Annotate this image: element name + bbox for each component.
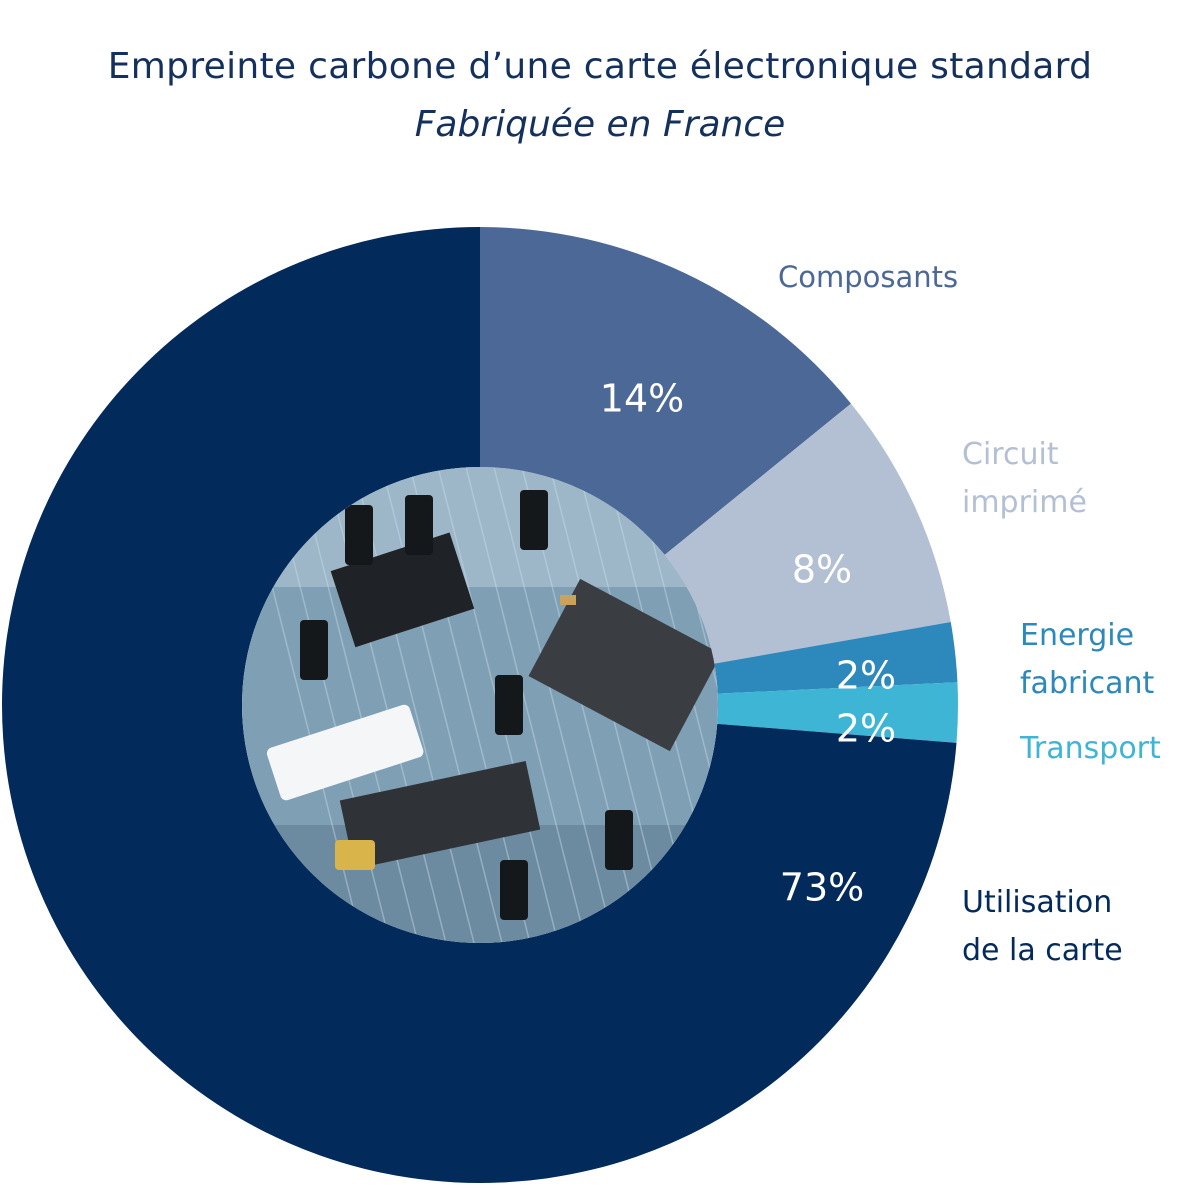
value-label: 73% <box>780 866 864 910</box>
slice-transport <box>717 682 959 743</box>
value-label: 14% <box>600 377 684 421</box>
value-label: 8% <box>792 548 852 592</box>
chart-subtitle: Fabriquée en France <box>414 104 786 145</box>
value-label: 2% <box>836 707 896 751</box>
slice-energie-fabricant <box>714 621 958 694</box>
chart-title: Empreinte carbone d’une carte électroniq… <box>107 46 1093 87</box>
category-label: Utilisation de la carte <box>962 885 1123 968</box>
slice-circuit-imprimé <box>664 403 951 664</box>
slice-utilisation-de-la-carte <box>1 227 957 1184</box>
slice-composants <box>480 227 851 555</box>
value-label: 2% <box>836 654 896 698</box>
category-label: Energie fabricant <box>1020 618 1155 701</box>
category-label: Composants <box>778 260 958 294</box>
category-label: Transport <box>1019 731 1161 766</box>
category-label: Circuit imprimé <box>962 437 1087 520</box>
